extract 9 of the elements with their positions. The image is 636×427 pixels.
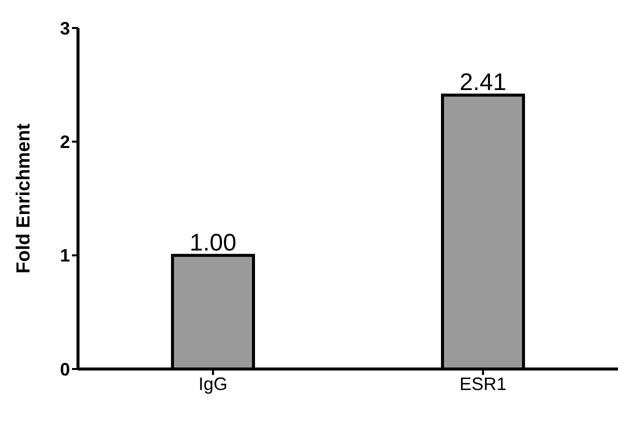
x-tick-label: ESR1 <box>459 374 507 394</box>
y-tick-label: 2 <box>60 132 70 152</box>
y-axis-title: Fold Enrichment <box>14 122 35 274</box>
y-tick-label: 0 <box>60 359 70 380</box>
data-label: 2.41 <box>460 69 506 96</box>
y-tick-label: 3 <box>60 18 70 38</box>
data-label: 1.00 <box>190 229 236 256</box>
y-tick-label: 1 <box>60 246 70 266</box>
x-tick-label: IgG <box>198 374 228 394</box>
